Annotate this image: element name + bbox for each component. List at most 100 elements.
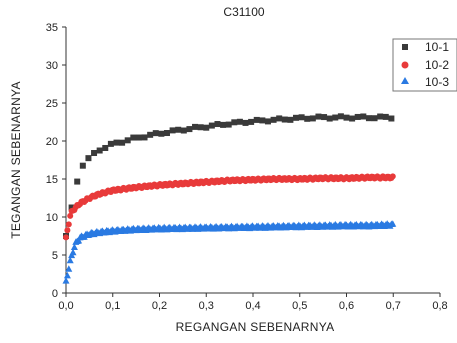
series-10-2 [63,173,396,241]
data-point [382,113,389,120]
x-ticks: 0,0 0,1 0,2 0,3 0,4 0,5 0,6 0,7 0,8 [58,293,448,312]
data-point [135,134,142,141]
y-tick-label: 25 [46,98,58,110]
series-10-1 [63,113,395,239]
data-point [343,114,350,121]
x-tick-label: 0,2 [152,300,167,312]
data-point [231,119,238,126]
data-point [85,155,92,162]
data-point [315,113,322,120]
x-tick-label: 0,4 [245,300,260,312]
data-point [192,123,199,130]
y-tick-label: 30 [46,60,58,72]
x-tick-label: 0,3 [199,300,214,312]
data-point [326,115,333,122]
legend-marker-10-1 [402,44,408,50]
data-point [91,150,98,157]
data-point [197,124,204,131]
y-tick-label: 0 [52,288,58,300]
data-point [152,130,159,137]
x-tick-label: 0,7 [386,300,401,312]
data-point [96,147,103,154]
data-point [141,134,148,141]
data-point [208,122,215,129]
legend-marker-10-2 [401,61,409,69]
data-point [389,173,396,180]
data-point [309,115,316,122]
data-point [203,124,210,131]
data-point [270,116,277,123]
data-point [64,227,71,234]
data-point [113,139,120,146]
data-point [66,256,74,264]
data-point [163,130,170,137]
data-point [304,115,311,122]
data-point [65,221,72,228]
y-tick-label: 20 [46,136,58,148]
data-point [287,116,294,123]
legend-label-10-3: 10-3 [425,75,449,89]
data-point [214,121,221,128]
data-point [67,212,74,219]
data-point [337,113,344,120]
y-ticks: 0 5 10 15 20 25 30 35 [46,22,66,300]
data-point [253,116,260,123]
data-point [293,114,300,121]
data-point [74,178,81,185]
axes [65,27,440,294]
x-axis-label: REGANGAN SEBENARNYA [176,320,335,334]
x-tick-label: 0,6 [339,300,354,312]
data-point [248,118,255,125]
x-tick-label: 0,8 [432,300,447,312]
legend: 10-1 10-2 10-3 [392,38,457,92]
series-10-3 [62,220,397,284]
data-point [65,265,73,272]
data-point [298,114,305,121]
data-point [62,277,70,284]
data-point [69,248,77,256]
x-tick-label: 0,0 [58,300,73,312]
data-point [169,127,176,134]
data-point [259,117,266,124]
data-point [321,114,328,121]
y-tick-label: 15 [46,174,58,186]
data-point [332,114,339,121]
data-point [220,121,227,128]
series-layer [62,113,397,284]
data-point [175,126,182,133]
data-point [102,144,109,151]
data-point [124,137,131,144]
data-point [389,220,397,227]
data-point [130,134,137,141]
data-point [236,118,243,125]
data-point [79,162,86,169]
y-axis-label: TEGANGAN SEBENARNYA [9,81,23,239]
data-point [264,118,271,125]
data-point [242,119,249,126]
y-tick-label: 35 [46,22,58,34]
data-point [360,113,367,120]
data-point [63,271,71,279]
data-point [365,115,372,122]
data-point [180,127,187,134]
data-point [349,115,356,122]
data-point [225,121,232,128]
chart-title: C31100 [223,5,264,19]
data-point [276,115,283,122]
data-point [147,131,154,138]
data-point [119,139,126,146]
legend-label-10-1: 10-1 [425,40,449,54]
y-tick-label: 10 [46,212,58,224]
data-point [158,130,165,137]
data-point [70,243,78,251]
data-point [388,115,395,122]
data-point [63,234,69,241]
data-point [68,204,75,211]
data-point [186,126,193,133]
data-point [377,113,384,120]
x-tick-label: 0,5 [292,300,307,312]
data-point [371,115,378,122]
data-point [281,116,288,123]
